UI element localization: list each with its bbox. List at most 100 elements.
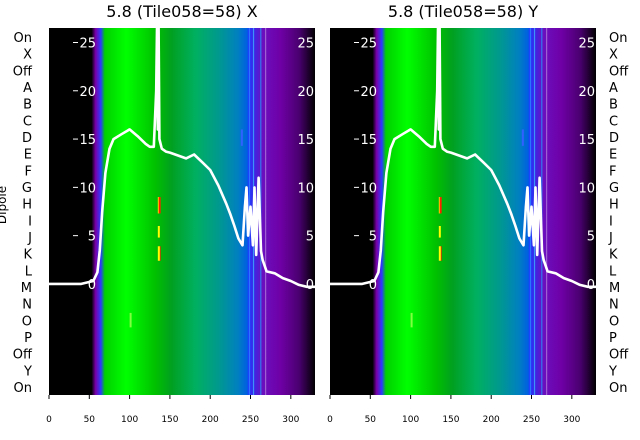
x-tick-label: 100: [121, 415, 138, 425]
x-tick-label: 50: [84, 415, 96, 425]
overlay-y-tick-label-right: 15: [578, 133, 595, 148]
right-panel: 5.8 (Tile058=58) Y OnXOffABCDEFGHIJKLMNO…: [327, 2, 629, 425]
overlay-y-tick-label-right: 5: [306, 230, 314, 245]
row-label: A: [609, 81, 618, 96]
row-label: X: [609, 48, 618, 63]
row-label: K: [23, 248, 32, 263]
overlay-y-tick-label-right: 20: [578, 85, 595, 100]
row-label: N: [609, 298, 619, 313]
yellow-marker: [157, 246, 160, 261]
overlay-y-tick-label-right: 0: [587, 278, 595, 293]
row-label: M: [21, 281, 32, 296]
row-label: O: [22, 314, 32, 329]
row-label: F: [609, 164, 616, 179]
overlay-line: [49, 26, 315, 289]
row-label: I: [609, 214, 613, 229]
overlay-line: [330, 26, 596, 289]
row-label: J: [608, 231, 613, 246]
green-marker: [410, 312, 413, 328]
red-marker: [439, 197, 442, 214]
row-label: B: [609, 98, 618, 113]
row-label: On: [609, 381, 627, 396]
x-tick-label: 150: [161, 415, 178, 425]
x-tick-label: 200: [202, 415, 219, 425]
overlay-y-tick-label: 0: [88, 278, 96, 293]
overlay-y-tick-label: 5: [88, 230, 96, 245]
red-marker: [158, 197, 161, 214]
row-label: Off: [13, 348, 33, 363]
overlay-y-tick-label-right: 20: [297, 85, 314, 100]
row-label: D: [609, 131, 619, 146]
overlay-y-tick-label-right: 25: [297, 36, 314, 51]
row-label: Off: [609, 64, 629, 79]
x-tick-label: 50: [365, 415, 377, 425]
x-tick-label: 300: [282, 415, 299, 425]
row-label: P: [609, 331, 617, 346]
yellow-marker: [157, 225, 160, 238]
overlay-y-tick-label-right: 5: [587, 230, 595, 245]
yellow-marker: [438, 246, 441, 261]
left-x-ticks: 0 50 100 150 200 250 300: [46, 395, 300, 425]
heatmap-background: [49, 28, 315, 395]
row-label: C: [609, 114, 618, 129]
row-label: P: [24, 331, 32, 346]
x-tick-label: 250: [523, 415, 540, 425]
row-label: H: [609, 198, 619, 213]
row-label: Y: [23, 364, 32, 379]
row-label: O: [609, 314, 619, 329]
row-label: G: [609, 181, 619, 196]
row-label: X: [23, 48, 32, 63]
row-label: E: [609, 148, 617, 163]
overlay-y-tick-label-right: 15: [297, 133, 314, 148]
heatmap-stripe: [265, 28, 267, 395]
x-tick-label: 150: [442, 415, 459, 425]
overlay-y-tick-label: 5: [369, 230, 377, 245]
left-panel-title: 5.8 (Tile058=58) X: [106, 2, 257, 21]
row-label: F: [25, 164, 32, 179]
row-label: H: [22, 198, 32, 213]
overlay-y-tick-label-right: 10: [578, 181, 595, 196]
overlay-y-tick-label: 25: [360, 36, 377, 51]
x-tick-label: 200: [483, 415, 500, 425]
row-label: G: [22, 181, 32, 196]
overlay-y-tick-label: 15: [79, 133, 96, 148]
x-tick-label: 100: [402, 415, 419, 425]
overlay-y-tick-label: 20: [360, 85, 377, 100]
overlay-y-tick-label: 0: [369, 278, 377, 293]
overlay-y-tick-label: 15: [360, 133, 377, 148]
row-label: Off: [609, 348, 629, 363]
row-label: On: [14, 381, 32, 396]
left-panel: 5.8 (Tile058=58) X Dipole OnXOffABCDEFGH…: [0, 2, 315, 425]
heatmap-stripe: [546, 28, 548, 395]
blue-marker: [521, 129, 524, 146]
x-tick-label: 0: [46, 415, 52, 425]
overlay-y-tick-label: 10: [360, 181, 377, 196]
overlay-y-tick-label: 25: [79, 36, 96, 51]
row-label: B: [23, 98, 32, 113]
row-label: A: [23, 81, 32, 96]
row-label: N: [22, 298, 32, 313]
overlay-y-tick-label: 10: [79, 181, 96, 196]
right-x-ticks: 0 50 100 150 200 250 300: [327, 395, 581, 425]
blue-marker: [240, 129, 243, 146]
heatmap-background: [330, 28, 596, 395]
right-heatmap: 0 0 5 5 10 10 15 15 20 20 25 25: [330, 26, 596, 395]
left-y-axis-label: Dipole: [0, 186, 9, 224]
row-label: On: [609, 31, 627, 46]
row-label: D: [22, 131, 32, 146]
overlay-y-tick-label-right: 10: [297, 181, 314, 196]
x-tick-label: 0: [327, 415, 333, 425]
yellow-marker: [438, 225, 441, 238]
row-label: C: [23, 114, 32, 129]
row-label: Y: [608, 364, 617, 379]
row-label: L: [25, 264, 33, 279]
row-label: On: [14, 31, 32, 46]
x-tick-label: 300: [563, 415, 580, 425]
row-label: J: [27, 231, 32, 246]
row-label: K: [609, 248, 618, 263]
green-marker: [129, 312, 132, 328]
row-label: I: [28, 214, 32, 229]
